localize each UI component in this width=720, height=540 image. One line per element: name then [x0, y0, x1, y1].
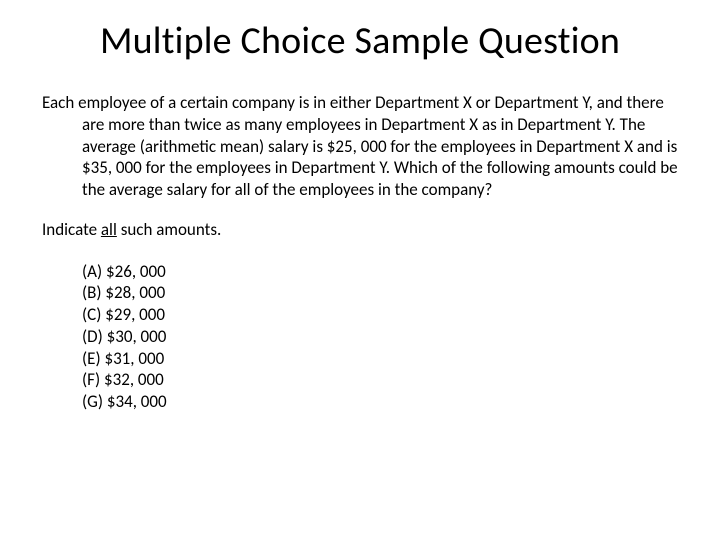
- option-d: (D) $30, 000: [82, 326, 678, 348]
- instruction-text: Indicate all such amounts.: [42, 219, 678, 241]
- slide-container: Multiple Choice Sample Question Each emp…: [0, 0, 720, 540]
- instruction-suffix: such amounts.: [117, 219, 221, 240]
- option-b: (B) $28, 000: [82, 282, 678, 304]
- question-text: Each employee of a certain company is in…: [42, 92, 678, 201]
- option-c: (C) $29, 000: [82, 304, 678, 326]
- option-a: (A) $26, 000: [82, 261, 678, 283]
- slide-title: Multiple Choice Sample Question: [42, 18, 678, 64]
- option-f: (F) $32, 000: [82, 369, 678, 391]
- options-list: (A) $26, 000 (B) $28, 000 (C) $29, 000 (…: [42, 261, 678, 413]
- option-g: (G) $34, 000: [82, 391, 678, 413]
- instruction-prefix: Indicate: [42, 219, 101, 240]
- instruction-underlined: all: [101, 219, 117, 240]
- option-e: (E) $31, 000: [82, 348, 678, 370]
